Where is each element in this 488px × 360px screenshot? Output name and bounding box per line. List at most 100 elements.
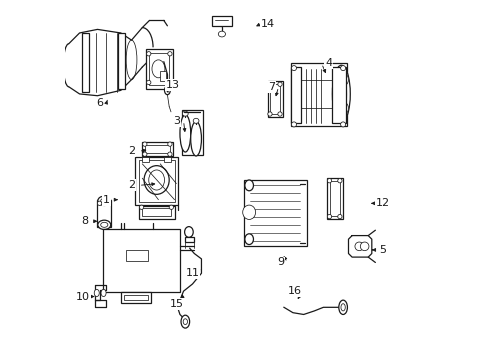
Text: 3: 3 bbox=[173, 116, 180, 126]
Bar bbox=[139, 206, 174, 220]
Bar bbox=[142, 157, 149, 162]
Ellipse shape bbox=[101, 289, 106, 297]
Ellipse shape bbox=[338, 300, 346, 315]
Ellipse shape bbox=[337, 179, 341, 183]
Text: 12: 12 bbox=[375, 198, 389, 208]
Ellipse shape bbox=[169, 205, 173, 210]
Ellipse shape bbox=[94, 289, 99, 297]
Ellipse shape bbox=[190, 122, 201, 156]
Text: 14: 14 bbox=[260, 19, 274, 29]
Ellipse shape bbox=[101, 198, 108, 203]
Text: 15: 15 bbox=[169, 299, 183, 309]
Ellipse shape bbox=[167, 51, 172, 56]
Ellipse shape bbox=[126, 40, 137, 80]
Bar bbox=[326, 178, 343, 220]
Bar bbox=[102, 229, 180, 292]
Polygon shape bbox=[94, 285, 106, 300]
Bar bbox=[97, 200, 111, 226]
Text: 9: 9 bbox=[276, 257, 284, 267]
Bar bbox=[163, 157, 171, 162]
Ellipse shape bbox=[218, 31, 225, 37]
Bar bbox=[145, 49, 172, 89]
Ellipse shape bbox=[242, 205, 255, 220]
Polygon shape bbox=[348, 235, 371, 257]
Polygon shape bbox=[94, 300, 106, 307]
Ellipse shape bbox=[98, 196, 110, 206]
Bar bbox=[329, 181, 340, 216]
Text: 1: 1 bbox=[103, 195, 110, 205]
Text: 4: 4 bbox=[325, 58, 332, 68]
Bar bbox=[290, 63, 346, 126]
Ellipse shape bbox=[354, 242, 363, 251]
Ellipse shape bbox=[183, 319, 187, 324]
Bar bbox=[160, 71, 165, 81]
Ellipse shape bbox=[333, 101, 348, 116]
Bar bbox=[82, 33, 89, 92]
Ellipse shape bbox=[291, 66, 296, 71]
Ellipse shape bbox=[244, 180, 253, 191]
Bar bbox=[142, 142, 172, 156]
Bar bbox=[145, 145, 169, 153]
Text: 16: 16 bbox=[287, 286, 301, 296]
Ellipse shape bbox=[332, 65, 349, 123]
Ellipse shape bbox=[340, 66, 345, 71]
Ellipse shape bbox=[181, 315, 189, 328]
Ellipse shape bbox=[277, 82, 282, 86]
Text: 8: 8 bbox=[81, 216, 88, 226]
Ellipse shape bbox=[167, 80, 172, 85]
Bar bbox=[290, 67, 301, 123]
Ellipse shape bbox=[148, 170, 164, 190]
Ellipse shape bbox=[144, 166, 169, 194]
Bar bbox=[139, 160, 174, 202]
Ellipse shape bbox=[97, 201, 102, 206]
Bar bbox=[267, 81, 282, 117]
Ellipse shape bbox=[101, 222, 108, 227]
Text: 11: 11 bbox=[185, 268, 199, 278]
Ellipse shape bbox=[244, 234, 253, 244]
Ellipse shape bbox=[326, 215, 331, 219]
Ellipse shape bbox=[182, 111, 188, 116]
Bar bbox=[185, 237, 194, 242]
Ellipse shape bbox=[139, 205, 143, 210]
Ellipse shape bbox=[267, 112, 271, 116]
Text: 2: 2 bbox=[128, 146, 135, 156]
Ellipse shape bbox=[142, 152, 147, 156]
Ellipse shape bbox=[106, 201, 111, 206]
Ellipse shape bbox=[164, 86, 170, 95]
Ellipse shape bbox=[335, 74, 346, 114]
Ellipse shape bbox=[167, 142, 172, 146]
Ellipse shape bbox=[333, 72, 348, 87]
Bar bbox=[135, 157, 178, 205]
Bar bbox=[244, 180, 306, 246]
Ellipse shape bbox=[291, 122, 296, 127]
Text: 2: 2 bbox=[128, 180, 135, 190]
Ellipse shape bbox=[98, 220, 110, 229]
Ellipse shape bbox=[193, 118, 199, 123]
Bar bbox=[121, 292, 151, 303]
Ellipse shape bbox=[340, 304, 345, 311]
Bar bbox=[126, 250, 147, 261]
Ellipse shape bbox=[184, 226, 193, 237]
Ellipse shape bbox=[146, 51, 151, 56]
Ellipse shape bbox=[167, 152, 172, 156]
Text: 5: 5 bbox=[378, 245, 385, 255]
Ellipse shape bbox=[146, 80, 151, 85]
Ellipse shape bbox=[277, 112, 282, 116]
Ellipse shape bbox=[217, 18, 226, 27]
Bar bbox=[270, 84, 280, 114]
Bar bbox=[212, 16, 231, 26]
Ellipse shape bbox=[340, 122, 345, 127]
Ellipse shape bbox=[152, 60, 164, 78]
Bar bbox=[332, 67, 346, 123]
Bar bbox=[142, 208, 171, 216]
Ellipse shape bbox=[142, 142, 147, 146]
Bar bbox=[149, 53, 169, 85]
Bar bbox=[118, 33, 124, 89]
Ellipse shape bbox=[267, 82, 271, 86]
Text: 10: 10 bbox=[76, 292, 90, 302]
Ellipse shape bbox=[337, 215, 341, 219]
Text: 6: 6 bbox=[96, 98, 102, 108]
Ellipse shape bbox=[360, 242, 368, 251]
Ellipse shape bbox=[326, 179, 331, 183]
Text: 13: 13 bbox=[165, 80, 180, 90]
